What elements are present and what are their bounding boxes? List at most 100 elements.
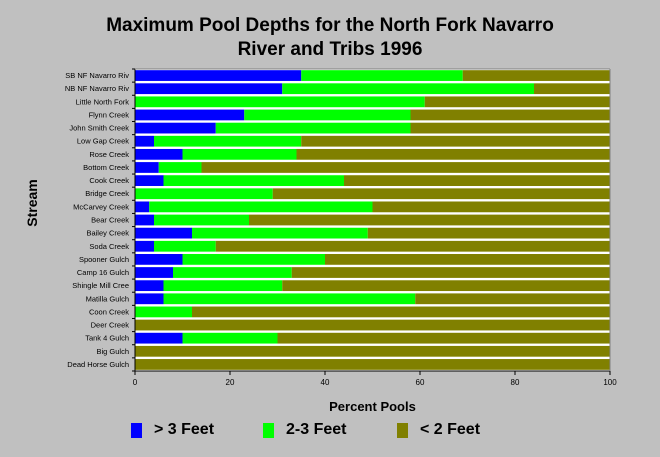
bar-segment xyxy=(215,240,610,252)
y-tick-label: Flynn Creek xyxy=(89,110,130,119)
y-tick-label: Rose Creek xyxy=(89,150,129,159)
legend-item-medium: 2-3 Feet xyxy=(263,421,346,439)
bar-segment xyxy=(249,214,610,226)
y-tick-label: Big Gulch xyxy=(96,347,129,356)
bar-segment xyxy=(135,70,302,81)
bar-segment xyxy=(158,162,202,173)
bar-segment xyxy=(135,359,610,370)
bar-segment xyxy=(244,109,411,121)
bar-segment xyxy=(424,96,610,108)
legend-label-medium: 2-3 Feet xyxy=(286,421,347,438)
x-axis-label: Percent Pools xyxy=(329,399,416,414)
bar-segment xyxy=(163,293,416,305)
chart-title-line-1: Maximum Pool Depths for the North Fork N… xyxy=(106,15,554,36)
legend: > 3 Feet 2-3 Feet < 2 Feet xyxy=(0,421,660,443)
y-tick-label: NB NF Navarro Riv xyxy=(65,84,129,93)
bar-segment xyxy=(135,306,192,318)
bar-segment xyxy=(410,122,610,134)
y-tick-label: Low Gap Creek xyxy=(77,137,129,146)
y-tick-label: Deer Creek xyxy=(91,321,130,330)
bar-segment xyxy=(135,240,154,252)
bar-segment xyxy=(135,267,173,278)
bar-segment xyxy=(325,254,610,265)
bar-segment xyxy=(135,162,159,173)
bar-segment xyxy=(173,267,292,278)
bar-segment xyxy=(534,83,610,95)
bar-segment xyxy=(135,83,283,95)
x-tick-label: 100 xyxy=(603,378,617,387)
legend-item-shallow: < 2 Feet xyxy=(397,421,480,439)
bar-segment xyxy=(192,306,610,318)
y-tick-label: Spooner Gulch xyxy=(79,255,129,264)
bar-segment xyxy=(410,109,610,121)
y-tick-label: Bear Creek xyxy=(91,216,129,225)
y-tick-label: Bailey Creek xyxy=(86,229,129,238)
y-tick-label: Soda Creek xyxy=(89,242,129,251)
bar-segment xyxy=(135,135,154,147)
y-tick-label: Matilla Gulch xyxy=(86,294,129,303)
bar-segment xyxy=(135,148,183,160)
bar-segment xyxy=(344,175,610,186)
bar-segment xyxy=(282,280,610,292)
bar-segment xyxy=(215,122,411,134)
bar-segment xyxy=(154,214,249,226)
bar-segment xyxy=(135,214,154,226)
y-tick-label: Cook Creek xyxy=(89,176,129,185)
bar-segment xyxy=(135,96,425,108)
y-tick-label: Tank 4 Gulch xyxy=(85,334,129,343)
bar-segment xyxy=(415,293,610,305)
legend-label-deep: > 3 Feet xyxy=(154,421,215,438)
y-tick-label: Camp 16 Gulch xyxy=(77,268,129,277)
legend-item-deep: > 3 Feet xyxy=(131,421,214,439)
legend-swatch-deep xyxy=(131,422,142,438)
bar-segment xyxy=(163,280,283,292)
y-axis-label: Stream xyxy=(24,179,40,227)
legend-swatch-shallow xyxy=(397,422,408,438)
bar-segment xyxy=(154,240,216,252)
bar-segment xyxy=(154,135,302,147)
x-tick-label: 60 xyxy=(416,378,425,387)
y-tick-label: Little North Fork xyxy=(76,97,130,106)
bar-segment xyxy=(296,148,610,160)
bar-segment xyxy=(182,332,278,344)
y-tick-label: SB NF Navarro Riv xyxy=(65,71,129,80)
bar-segment xyxy=(462,70,610,81)
bar-segment xyxy=(135,319,610,331)
bar-segment xyxy=(135,201,150,213)
bar-segment xyxy=(201,162,610,173)
bar-segment xyxy=(135,254,183,265)
bar-segment xyxy=(149,201,373,213)
bar-segment xyxy=(135,293,164,305)
legend-label-shallow: < 2 Feet xyxy=(420,421,481,438)
y-tick-label: Coon Creek xyxy=(89,307,129,316)
bar-segment xyxy=(277,332,610,344)
y-tick-label: Dead Horse Gulch xyxy=(67,360,129,369)
y-tick-label: Bottom Creek xyxy=(83,163,129,172)
bar-segment xyxy=(182,148,297,160)
y-tick-label: John Smith Creek xyxy=(69,124,129,133)
x-tick-label: 40 xyxy=(321,378,330,387)
bar-segment xyxy=(135,109,245,121)
bar-segment xyxy=(163,175,344,186)
bar-segment xyxy=(301,70,463,81)
bar-segment xyxy=(135,175,164,186)
x-tick-label: 80 xyxy=(511,378,520,387)
bar-segment xyxy=(135,188,273,200)
bar-segment xyxy=(192,227,368,239)
x-tick-label: 0 xyxy=(133,378,138,387)
bar-segment xyxy=(135,280,164,292)
bar-segment xyxy=(135,332,183,344)
bar-segment xyxy=(135,345,610,357)
bar-segment xyxy=(301,135,610,147)
bar-segment xyxy=(272,188,610,200)
bar-segment xyxy=(182,254,325,265)
bar-segment xyxy=(135,227,192,239)
legend-swatch-medium xyxy=(263,422,274,438)
y-tick-label: Bridge Creek xyxy=(85,189,129,198)
bar-segment xyxy=(372,201,610,213)
chart-title-line-2: River and Tribs 1996 xyxy=(237,39,423,60)
bar-segment xyxy=(282,83,534,95)
chart-title: Maximum Pool Depths for the North Fork N… xyxy=(0,14,660,62)
bar-segment xyxy=(367,227,610,239)
